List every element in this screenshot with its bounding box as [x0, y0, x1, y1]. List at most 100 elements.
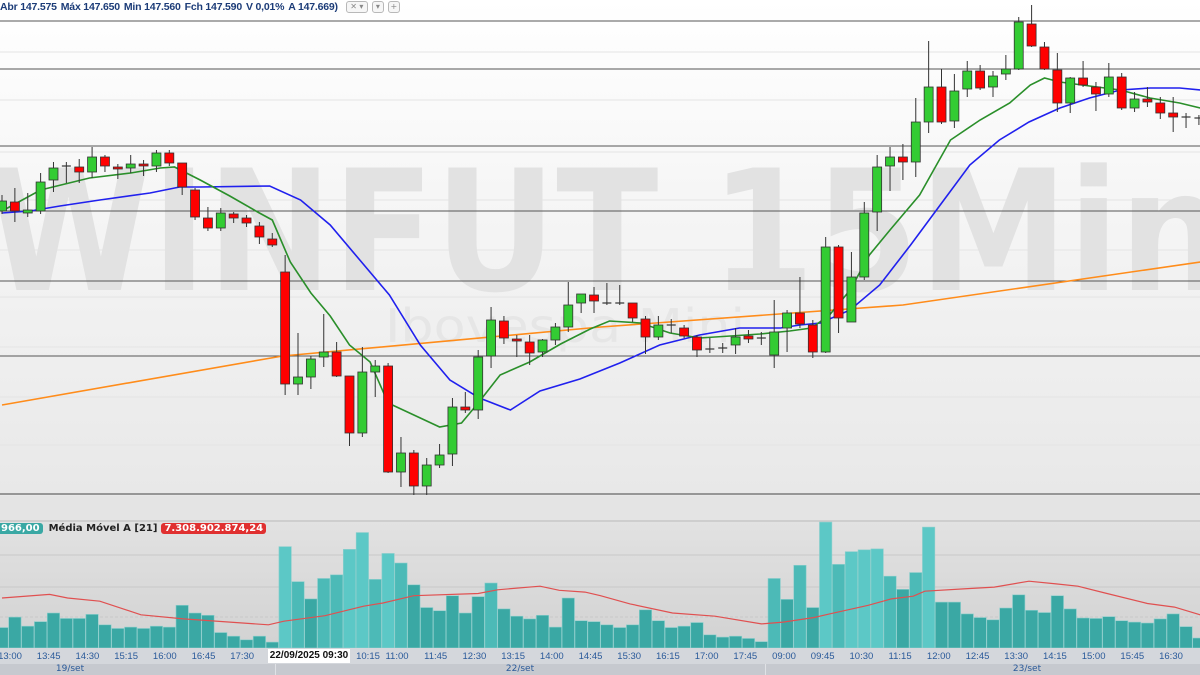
candle-body: [910, 121, 921, 163]
volume-bar: [716, 636, 730, 649]
volume-bar: [664, 627, 678, 649]
time-label: 12:30: [462, 651, 487, 662]
candle-body: [589, 294, 599, 302]
candle: [151, 150, 162, 172]
grid-lines: [0, 51, 1200, 618]
volume-bar: [227, 635, 241, 649]
volume-bar: [819, 521, 833, 649]
volume-bar: [960, 613, 974, 649]
volume-bar: [265, 641, 279, 649]
candle: [910, 98, 921, 177]
time-label: 14:45: [578, 651, 603, 662]
candle-body: [1000, 68, 1011, 75]
add-button[interactable]: +: [387, 0, 400, 13]
day-label: 23/set: [1012, 664, 1042, 674]
time-label: 13:45: [36, 651, 61, 662]
candle-body: [576, 293, 587, 304]
candle-body: [125, 163, 136, 169]
volume-bar: [162, 626, 176, 649]
volume-bar: [342, 549, 356, 649]
candle: [898, 144, 908, 180]
volume-bars: [0, 521, 1200, 649]
candle: [576, 293, 587, 313]
candle-body: [872, 166, 883, 213]
candle: [1168, 97, 1179, 132]
x-caret-icon: ✕ ▾: [350, 1, 364, 11]
candle-body: [190, 189, 200, 218]
candle-body: [537, 339, 548, 353]
time-label: 13:30: [1004, 651, 1029, 662]
candle: [318, 314, 329, 367]
candle: [0, 195, 7, 214]
candle-body: [923, 86, 934, 123]
volume-bar: [999, 607, 1013, 649]
price-level-lines[interactable]: [0, 20, 1200, 357]
candle: [1103, 63, 1114, 97]
candle: [692, 335, 702, 357]
volume-bar: [214, 632, 228, 649]
candle: [524, 335, 535, 365]
caret-down-icon: ▾: [375, 1, 380, 11]
volume-header: 966,00 Média Móvel A [21] 7.308.902.874,…: [0, 521, 267, 535]
candle-body: [550, 326, 561, 341]
volume-bar: [1102, 616, 1116, 649]
day-separator: [275, 664, 276, 675]
volume-bar: [46, 612, 60, 649]
candle: [718, 343, 728, 353]
volume-bar: [1192, 637, 1200, 649]
candle-body: [228, 213, 239, 219]
volume-bar: [1025, 609, 1039, 649]
candle-body: [305, 358, 316, 378]
volume-bar: [124, 626, 138, 649]
time-label: 16:00: [152, 651, 177, 662]
volume-bar: [587, 621, 601, 649]
candle: [447, 398, 458, 466]
time-label: 10:30: [849, 651, 874, 662]
candle-body: [9, 201, 20, 212]
volume-bar: [1179, 626, 1193, 649]
time-axis[interactable]: 13:00 13:45 14:30 15:15 16:00 16:45 17:30 10:15…: [0, 648, 1200, 664]
candle-body: [769, 331, 780, 356]
candle: [215, 208, 226, 231]
volume-bar: [1166, 613, 1180, 649]
close-dropdown-button[interactable]: ✕ ▾: [345, 0, 368, 13]
volume-bar: [883, 575, 897, 649]
candle: [511, 335, 522, 357]
last-value: A 147.669): [288, 0, 338, 13]
candle: [705, 338, 715, 353]
day-label: 22/set: [505, 664, 535, 674]
candle-body: [653, 324, 664, 338]
candle: [396, 437, 406, 487]
volume-bar: [986, 619, 1000, 649]
ma-short-line: [1, 77, 1200, 428]
candle-body: [408, 452, 419, 487]
candle-body: [1091, 86, 1101, 95]
candle: [499, 316, 509, 344]
time-label: 16:30: [1159, 651, 1183, 662]
volume-bar: [445, 595, 459, 649]
candle: [293, 333, 303, 395]
candle-body: [151, 152, 162, 167]
candle: [653, 316, 664, 340]
candle-body: [318, 351, 329, 358]
volume-bar: [741, 638, 755, 649]
candle: [1116, 73, 1127, 110]
candle-body: [975, 70, 986, 89]
ohlc-header: Abr 147.575 Máx 147.650 Min 147.560 Fch …: [0, 0, 400, 13]
candle: [627, 302, 638, 322]
time-label: 15:00: [1081, 651, 1106, 662]
candle-body: [447, 406, 458, 455]
date-axis: 19/set 22/set 23/set: [0, 664, 1200, 675]
candle: [885, 147, 895, 191]
candle-body: [859, 212, 870, 278]
time-label: 11:00: [385, 651, 409, 662]
volume-bar: [626, 624, 640, 649]
time-label: 15:15: [114, 651, 138, 662]
panel-gap: [0, 496, 1200, 520]
candle-body: [795, 312, 805, 325]
watermark-symbol: WINFUT 15Min: [0, 134, 1200, 330]
candle-body: [241, 217, 252, 224]
dropdown-button[interactable]: ▾: [371, 0, 384, 13]
candle: [820, 237, 831, 353]
